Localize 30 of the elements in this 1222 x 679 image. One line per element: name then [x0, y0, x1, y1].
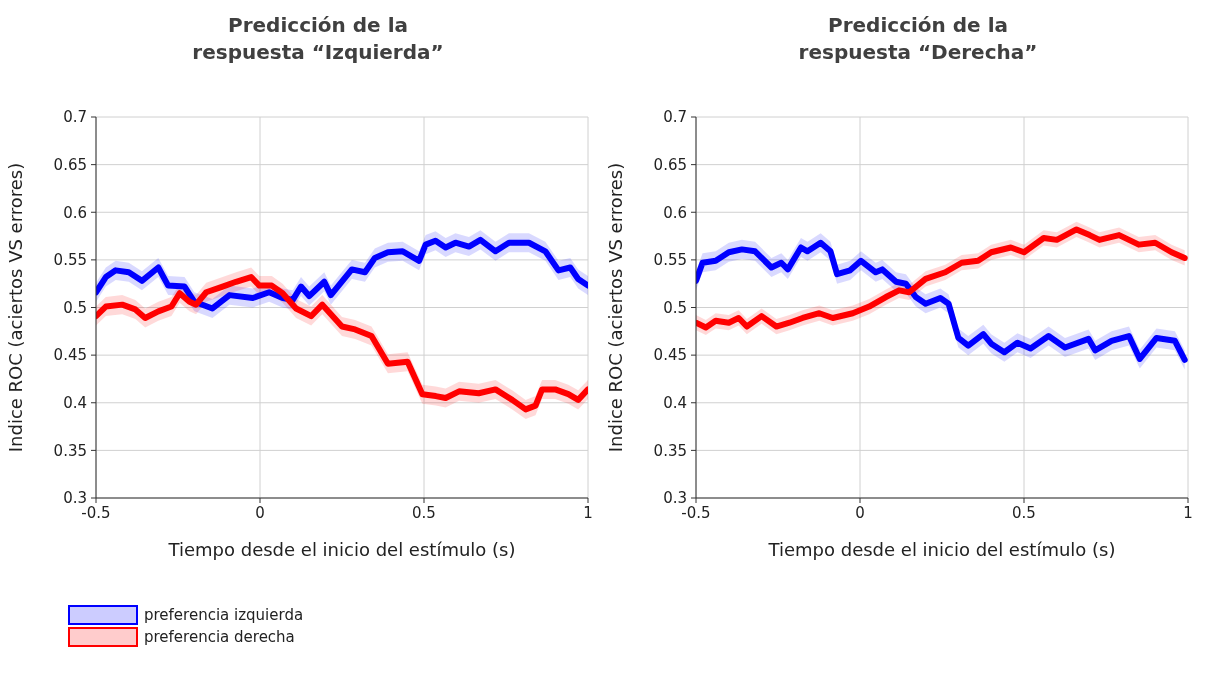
y-tick-label: 0.35: [53, 441, 87, 460]
y-tick-label: 0.7: [663, 108, 687, 127]
x-axis-title: Tiempo desde el inicio del estímulo (s): [767, 539, 1116, 560]
x-tick-label: 0: [855, 503, 865, 522]
x-tick-label: 0: [255, 503, 265, 522]
x-tick-label: 1: [1183, 503, 1193, 522]
legend-label: preferencia derecha: [144, 628, 295, 646]
y-tick-label: 0.4: [663, 394, 687, 413]
y-tick-label: 0.55: [53, 251, 87, 270]
x-tick-label: 0.5: [1012, 503, 1036, 522]
y-tick-label: 0.45: [653, 346, 687, 365]
y-tick-label: 0.7: [63, 108, 87, 127]
y-tick-label: 0.5: [663, 298, 687, 317]
chart-title: Predicción de la respuesta “Derecha”: [797, 12, 1039, 66]
y-tick-label: 0.65: [53, 155, 87, 174]
y-tick-label: 0.55: [653, 251, 687, 270]
y-axis-title: Indice ROC (aciertos VS errores): [605, 162, 627, 453]
y-tick-label: 0.6: [663, 203, 687, 222]
y-tick-label: 0.5: [63, 298, 87, 317]
y-tick-label: 0.65: [653, 155, 687, 174]
y-tick-label: 0.35: [653, 441, 687, 460]
y-tick-label: 0.4: [63, 394, 87, 413]
x-tick-label: 0.5: [412, 503, 436, 522]
y-axis-title: Indice ROC (aciertos VS errores): [5, 162, 27, 453]
legend-label: preferencia izquierda: [144, 606, 304, 624]
y-tick-label: 0.6: [63, 203, 87, 222]
chart-title: Predicción de la respuesta “Izquierda”: [191, 12, 445, 66]
y-tick-label: 0.45: [53, 346, 87, 365]
x-axis-title: Tiempo desde el inicio del estímulo (s): [167, 539, 516, 560]
x-tick-label: 1: [583, 503, 593, 522]
